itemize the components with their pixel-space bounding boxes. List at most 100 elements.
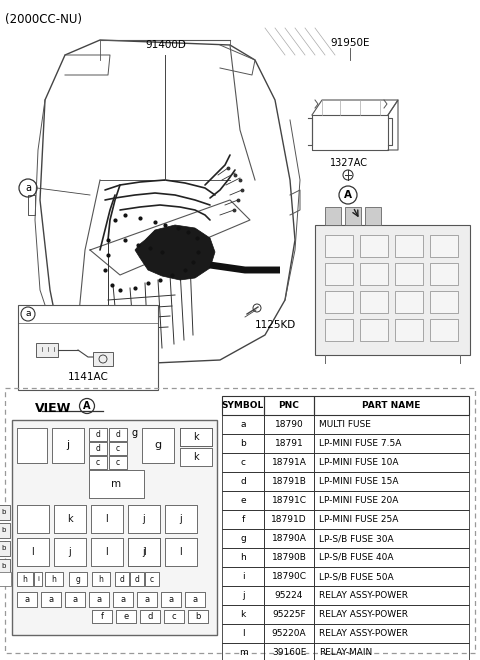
Text: 91400D: 91400D bbox=[145, 40, 186, 50]
Text: d: d bbox=[147, 612, 153, 621]
Bar bbox=[91, 505, 123, 533]
Text: 1141AC: 1141AC bbox=[68, 372, 108, 382]
Text: j: j bbox=[242, 591, 244, 600]
Bar bbox=[65, 592, 85, 607]
Bar bbox=[222, 434, 264, 453]
Text: k: k bbox=[67, 514, 73, 524]
Text: c: c bbox=[116, 444, 120, 453]
Bar bbox=[180, 428, 212, 446]
Bar bbox=[395, 319, 423, 341]
Text: LP-MINI FUSE 15A: LP-MINI FUSE 15A bbox=[319, 477, 398, 486]
Text: PNC: PNC bbox=[278, 401, 300, 410]
Bar bbox=[17, 505, 49, 533]
Bar bbox=[34, 572, 42, 586]
Text: a: a bbox=[168, 595, 174, 604]
Bar bbox=[314, 510, 469, 529]
Bar bbox=[69, 572, 87, 586]
Bar bbox=[17, 538, 49, 566]
Text: 95224: 95224 bbox=[275, 591, 303, 600]
Bar bbox=[0, 505, 10, 520]
Bar bbox=[325, 319, 353, 341]
Text: RELAY ASSY-POWER: RELAY ASSY-POWER bbox=[319, 591, 408, 600]
Bar bbox=[264, 529, 314, 548]
Bar bbox=[93, 352, 113, 366]
Text: 18791: 18791 bbox=[275, 439, 303, 448]
Bar bbox=[45, 572, 63, 586]
Text: h: h bbox=[240, 553, 246, 562]
Bar bbox=[180, 428, 212, 446]
Text: j: j bbox=[143, 547, 145, 557]
Bar bbox=[145, 572, 159, 586]
Bar bbox=[222, 491, 264, 510]
Bar bbox=[264, 396, 314, 415]
Text: i: i bbox=[37, 576, 39, 582]
Text: 1125KD: 1125KD bbox=[255, 320, 296, 330]
Text: 39160E: 39160E bbox=[272, 648, 306, 657]
Bar bbox=[222, 643, 264, 660]
Text: c: c bbox=[116, 458, 120, 467]
Bar bbox=[89, 428, 107, 441]
Text: i: i bbox=[242, 572, 244, 581]
Bar bbox=[36, 343, 58, 357]
Bar bbox=[140, 610, 160, 623]
Text: A: A bbox=[344, 190, 352, 200]
Bar bbox=[314, 567, 469, 586]
Bar bbox=[142, 428, 174, 463]
Text: LP-S/B FUSE 30A: LP-S/B FUSE 30A bbox=[319, 534, 394, 543]
Text: RELAY ASSY-POWER: RELAY ASSY-POWER bbox=[319, 610, 408, 619]
Bar bbox=[128, 538, 160, 566]
Text: a: a bbox=[48, 595, 54, 604]
Text: a: a bbox=[25, 310, 31, 319]
Bar bbox=[165, 505, 197, 533]
Bar bbox=[222, 605, 264, 624]
Text: e: e bbox=[123, 612, 129, 621]
Bar bbox=[430, 291, 458, 313]
Bar bbox=[0, 523, 10, 538]
Bar bbox=[395, 235, 423, 257]
Bar bbox=[18, 305, 158, 390]
Bar bbox=[325, 263, 353, 285]
Text: j: j bbox=[66, 440, 70, 451]
Text: d: d bbox=[96, 444, 100, 453]
Text: RELAY ASSY-POWER: RELAY ASSY-POWER bbox=[319, 629, 408, 638]
Text: f: f bbox=[100, 612, 104, 621]
Text: 18791D: 18791D bbox=[271, 515, 307, 524]
Bar bbox=[314, 396, 469, 415]
Text: l: l bbox=[242, 629, 244, 638]
Text: l: l bbox=[32, 547, 35, 557]
Bar bbox=[314, 434, 469, 453]
Bar bbox=[325, 235, 353, 257]
Bar bbox=[264, 453, 314, 472]
Bar bbox=[222, 453, 264, 472]
Bar bbox=[52, 428, 84, 463]
Bar bbox=[188, 610, 208, 623]
Bar bbox=[314, 624, 469, 643]
Bar bbox=[54, 538, 86, 566]
Text: a: a bbox=[96, 595, 102, 604]
Bar bbox=[17, 592, 37, 607]
Bar bbox=[54, 505, 86, 533]
Bar bbox=[314, 472, 469, 491]
Bar bbox=[314, 605, 469, 624]
Bar bbox=[360, 319, 388, 341]
Bar bbox=[314, 453, 469, 472]
Text: b: b bbox=[1, 510, 6, 515]
Text: PART NAME: PART NAME bbox=[362, 401, 420, 410]
Bar bbox=[264, 510, 314, 529]
Bar bbox=[315, 225, 470, 355]
Bar bbox=[17, 428, 47, 463]
Bar bbox=[264, 624, 314, 643]
Bar bbox=[180, 448, 212, 466]
Text: a: a bbox=[72, 595, 78, 604]
Bar bbox=[222, 529, 264, 548]
Text: k: k bbox=[193, 452, 199, 462]
Bar bbox=[109, 456, 127, 469]
Bar bbox=[0, 572, 11, 586]
Text: d: d bbox=[240, 477, 246, 486]
Bar bbox=[360, 263, 388, 285]
Bar bbox=[325, 291, 353, 313]
Text: d: d bbox=[96, 430, 100, 439]
Text: 18791C: 18791C bbox=[272, 496, 307, 505]
Bar bbox=[325, 207, 341, 225]
Bar bbox=[89, 592, 109, 607]
